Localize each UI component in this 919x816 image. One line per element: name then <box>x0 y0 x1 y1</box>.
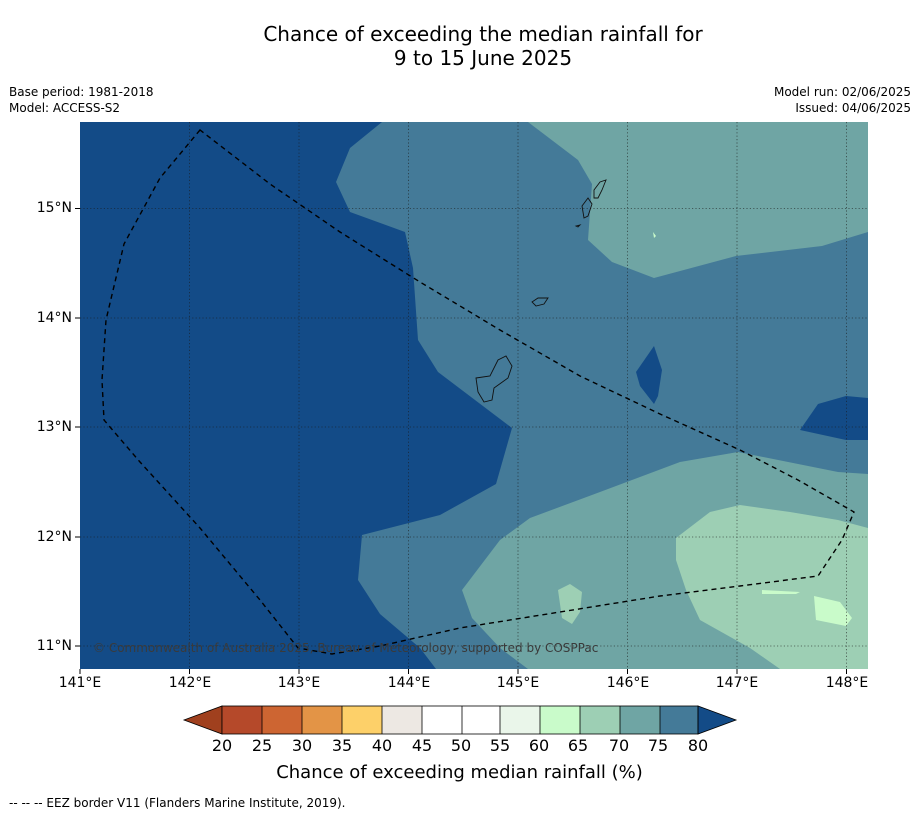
island-tinian <box>581 197 593 219</box>
colorbar-tick-60: 60 <box>528 736 550 755</box>
region-60-65-a <box>814 596 852 626</box>
title-line-1: Chance of exceeding the median rainfall … <box>263 22 703 46</box>
region-65-70 <box>676 505 868 669</box>
colorbar-bin-30-35 <box>302 706 342 734</box>
lon-label-142e: 142°E <box>168 675 212 691</box>
meta-left: Base period: 1981-2018 Model: ACCESS-S2 <box>9 84 154 116</box>
lat-label-14n: 14°N <box>36 310 72 326</box>
colorbar-tick-25: 25 <box>251 736 273 755</box>
colorbar-tick-50: 50 <box>450 736 472 755</box>
title-line-2: 9 to 15 June 2025 <box>393 46 573 70</box>
colorbar-bin-75-80 <box>660 706 698 734</box>
island-guam <box>475 355 513 403</box>
axis-ticks <box>75 208 847 674</box>
region-70-75-north <box>528 122 868 278</box>
colorbar-over <box>697 705 738 735</box>
lat-label-13n: 13°N <box>36 419 72 435</box>
lon-label-147e: 147°E <box>715 675 759 691</box>
lon-label-143e: 143°E <box>277 675 321 691</box>
colorbar-bin-35-40 <box>342 706 382 734</box>
region-80-plus-spot-b <box>800 396 868 440</box>
colorbar-bin-65-70 <box>580 706 620 734</box>
colorbar-tick-45: 45 <box>411 736 433 755</box>
colorbar-bin-70-75 <box>620 706 660 734</box>
islands <box>475 179 607 403</box>
colorbar-bin-20-25 <box>222 706 262 734</box>
map-title: Chance of exceeding the median rainfall … <box>0 22 919 70</box>
lon-label-144e: 144°E <box>387 675 431 691</box>
colorbar-tick-35: 35 <box>331 736 353 755</box>
colorbar-bin-45-50 <box>422 706 462 734</box>
region-80-plus-spot-a <box>636 346 662 404</box>
colorbar-under <box>182 705 223 735</box>
colorbar-bin-55-60 <box>500 706 540 734</box>
base-period: Base period: 1981-2018 <box>9 85 154 99</box>
colorbar-tick-65: 65 <box>567 736 589 755</box>
lon-label-146e: 146°E <box>606 675 650 691</box>
meta-right: Model run: 02/06/2025 Issued: 04/06/2025 <box>774 84 911 116</box>
lon-label-148e: 148°E <box>825 675 869 691</box>
colorbar-bin-40-45 <box>382 706 422 734</box>
island-rota <box>531 297 549 307</box>
colorbar-tick-75: 75 <box>647 736 669 755</box>
region-60-65-b <box>762 590 800 594</box>
colorbar-label: Chance of exceeding median rainfall (%) <box>276 762 643 783</box>
colorbar-tick-40: 40 <box>371 736 393 755</box>
colorbar-tick-70: 70 <box>608 736 630 755</box>
lat-label-12n: 12°N <box>36 529 72 545</box>
colorbar-tick-30: 30 <box>291 736 313 755</box>
model-name: Model: ACCESS-S2 <box>9 101 121 115</box>
colorbar-bin-25-30 <box>262 706 302 734</box>
eez-border <box>101 129 855 655</box>
region-65-70-spot <box>558 584 582 624</box>
colorbar-tick-80: 80 <box>687 736 709 755</box>
colorbar-bin-50-55 <box>462 706 500 734</box>
colorbar-bin-60-65 <box>540 706 580 734</box>
colorbar-tick-55: 55 <box>489 736 511 755</box>
copyright-notice: © Commonwealth of Australia 2025, Bureau… <box>93 641 599 655</box>
model-run: Model run: 02/06/2025 <box>773 85 911 99</box>
graticule <box>80 122 868 669</box>
eez-footnote: -- -- -- EEZ border V11 (Flanders Marine… <box>9 796 346 810</box>
island-saipan <box>593 179 607 199</box>
colorbar <box>182 705 738 735</box>
region-60-65-c <box>653 232 656 238</box>
issued-date: Issued: 04/06/2025 <box>795 101 911 115</box>
lon-label-145e: 145°E <box>496 675 540 691</box>
lat-label-15n: 15°N <box>36 200 72 216</box>
island-aguijan <box>574 224 582 228</box>
map-panel <box>80 122 868 669</box>
colorbar-tick-20: 20 <box>211 736 233 755</box>
lon-label-141e: 141°E <box>58 675 102 691</box>
lat-label-11n: 11°N <box>36 638 72 654</box>
